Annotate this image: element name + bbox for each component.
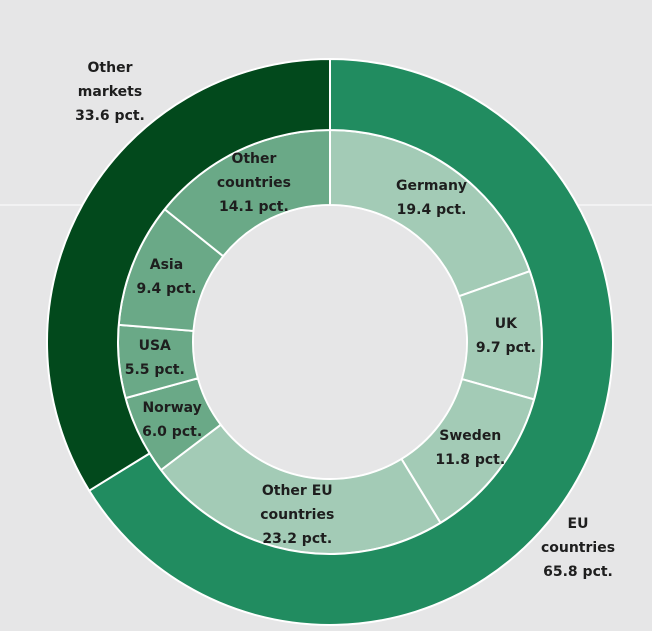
label-value: 33.6 pct. xyxy=(75,108,145,124)
slice xyxy=(46,57,331,493)
slice-label: Other countries 14.1 pct. xyxy=(195,147,313,219)
slice-label: EU countries 65.8 pct. xyxy=(533,512,623,584)
label-name: Sweden xyxy=(439,428,502,445)
label-name: UK xyxy=(494,316,517,333)
label-value: 65.8 pct. xyxy=(543,564,613,580)
label-name: Germany xyxy=(396,178,468,195)
label-value: 6.0 pct. xyxy=(142,423,203,440)
slice-label: Other EU countries 23.2 pct. xyxy=(238,479,356,551)
slice xyxy=(87,57,614,626)
label-value: 11.8 pct. xyxy=(435,452,506,469)
slice-label: Other markets 33.6 pct. xyxy=(65,56,155,128)
label-value: 5.5 pct. xyxy=(124,362,185,379)
slice-label: Norway 6.0 pct. xyxy=(113,396,231,444)
slice-label: UK 9.7 pct. xyxy=(447,312,565,360)
label-name: Other EU countries xyxy=(260,482,335,523)
label-name: Asia xyxy=(149,256,184,273)
slice-label: Sweden 11.8 pct. xyxy=(411,424,529,472)
label-value: 9.4 pct. xyxy=(136,280,197,297)
hole xyxy=(194,206,466,478)
label-name: Norway xyxy=(142,399,202,416)
slice-label: USA 5.5 pct. xyxy=(96,334,214,382)
slice-label: Asia 9.4 pct. xyxy=(107,253,225,301)
label-name: Other markets xyxy=(77,60,143,100)
label-name: EU countries xyxy=(540,516,616,556)
label-value: 9.7 pct. xyxy=(475,340,536,357)
label-name: USA xyxy=(138,338,171,355)
label-name: Other countries xyxy=(216,151,291,192)
label-value: 14.1 pct. xyxy=(219,199,289,216)
label-value: 23.2 pct. xyxy=(262,530,333,547)
label-value: 19.4 pct. xyxy=(396,202,467,219)
slice-label: Germany 19.4 pct. xyxy=(373,174,491,222)
